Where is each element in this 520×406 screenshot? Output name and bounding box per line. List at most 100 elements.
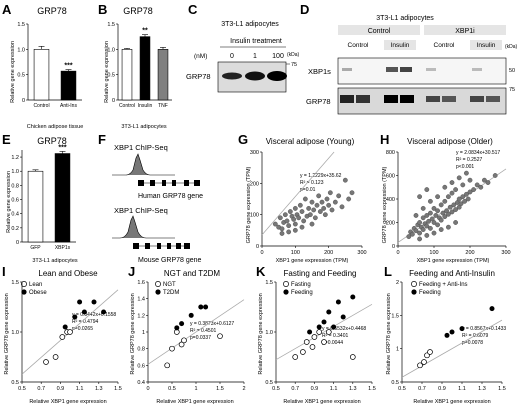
panel-letter-j: J — [128, 264, 135, 279]
panel-k-data-point — [331, 324, 337, 330]
panel-d-band-xbp1s-4 — [426, 68, 436, 71]
panel-l-legend-2: Feeding — [419, 290, 441, 296]
panel-g-x-tick-label: 200 — [324, 250, 333, 256]
panel-g-data-point — [311, 207, 317, 213]
panel-h-data-point — [485, 180, 491, 185]
panel-k-data-point — [321, 339, 327, 345]
panel-b-y-tick-label: 0 — [112, 98, 115, 104]
panel-h-p: p<0.001 — [456, 164, 474, 170]
panel-a-category-label: Control — [33, 103, 49, 109]
panel-i-eq: y = 0.8442x+0.1558 — [72, 312, 116, 318]
panel-j-x-tick-label: 2 — [242, 386, 245, 392]
panel-i-y-tick-label: 0.5 — [11, 380, 19, 386]
panel-d-band-grp78-3 — [384, 95, 398, 103]
panel-l-x-tick-label: 1.5 — [498, 386, 506, 392]
panel-letter-f: F — [98, 132, 106, 147]
panel-k-data-point — [311, 334, 318, 340]
panel-d-row2: GRP78 — [306, 97, 331, 106]
panel-h-data-point — [449, 209, 455, 215]
panel-l-data-point — [459, 326, 465, 332]
panel-j-data-point — [178, 341, 185, 348]
panel-d-sub3: Control — [434, 42, 456, 49]
panel-letter-k: K — [256, 264, 266, 279]
panel-l-x-tick-label: 0.9 — [438, 386, 446, 392]
panel-g-data-point — [299, 209, 305, 214]
panel-d-marker1: 50 — [509, 68, 515, 74]
panel-k-data-point — [307, 329, 313, 335]
panel-l-data-point — [449, 329, 455, 335]
panel-f-gene2: Mouse GRP78 gene — [138, 257, 202, 264]
panel-g-data-point — [292, 221, 298, 227]
panel-g-data-point — [286, 229, 292, 235]
panel-i-data-point — [52, 354, 59, 360]
panel-i-x-tick-label: 1.5 — [114, 386, 122, 392]
panel-i-p: p=0.0265 — [72, 326, 93, 332]
panel-k-data-point — [300, 349, 306, 355]
panel-i-xlabel: Relative XBP1 gene expression — [29, 399, 106, 405]
panel-h-data-point — [467, 177, 473, 183]
panel-h-data-point — [456, 196, 462, 202]
panel-a-y-tick-label: 0.5 — [17, 73, 25, 79]
panel-k-ylabel: Relative GRP78 gene expression — [258, 293, 264, 374]
panel-h-data-point — [431, 230, 437, 236]
panel-b-y-tick-label: 1.5 — [107, 22, 115, 28]
panel-d-row1: XBP1s — [308, 67, 331, 76]
panel-k-x-tick-label: 0.7 — [291, 386, 299, 392]
panel-k-r2: R² = 0.3401 — [322, 333, 348, 339]
panel-a-category-label: Anti-Ins — [60, 103, 77, 109]
panel-g-data-point — [306, 205, 312, 211]
panel-h-r2: R² = 0.2527 — [456, 157, 482, 163]
panel-h-data-point — [424, 233, 430, 238]
panel-l-title: Feeding and Anti-Insulin — [409, 269, 495, 278]
panel-letter-e: E — [2, 132, 11, 147]
panel-i-data-point — [77, 299, 83, 305]
panel-h-data-point — [435, 194, 440, 200]
panel-k-y-tick-label: 1.5 — [265, 280, 273, 286]
panel-letter-h: H — [380, 132, 389, 147]
panel-k-data-point — [325, 329, 332, 335]
panel-e-category-label: XBP1s — [55, 245, 71, 251]
panel-h-data-point — [420, 215, 426, 221]
panel-j-data-point — [174, 325, 180, 331]
panel-g-x-tick-label: 100 — [291, 250, 300, 256]
panel-j-x-tick-label: 0.5 — [168, 386, 176, 392]
panel-e-bar — [54, 153, 71, 243]
panel-i-title: Lean and Obese — [38, 269, 98, 278]
panel-f-gene1-exon3 — [162, 180, 166, 186]
panel-k-title: Fasting and Feeding — [284, 269, 357, 278]
panel-h-x-tick-label: 200 — [465, 250, 474, 256]
panel-g-data-point — [329, 207, 335, 213]
panel-g-x-tick-label: 0 — [260, 250, 263, 256]
panel-k-legend-1: Fasting — [291, 282, 311, 288]
panel-h-data-point — [427, 225, 433, 231]
panel-e-y-tick-label: 0.8 — [11, 183, 19, 189]
panel-g-data-point — [279, 226, 285, 232]
panel-h-data-point — [445, 211, 451, 217]
panel-d-sub2-bg — [384, 40, 416, 50]
panel-d-sub2: Insulin — [391, 42, 410, 49]
panel-letter-d: D — [300, 2, 309, 17]
panel-a-y-tick-label: 1.0 — [17, 47, 25, 53]
panel-k-data-point — [326, 309, 332, 315]
panel-d-band-grp78-2 — [356, 95, 370, 103]
panel-k-legend-filled-marker — [283, 289, 289, 295]
panel-f-gene2-exon6 — [184, 243, 190, 249]
panel-h-data-point — [447, 204, 453, 210]
panel-h-data-point — [413, 213, 419, 218]
panel-j-legend-2: T2DM — [163, 290, 179, 296]
panel-j-data-point — [203, 304, 209, 310]
panel-h-data-point — [471, 187, 476, 193]
panel-h-data-point — [442, 184, 448, 190]
panel-i-legend-1: Lean — [29, 282, 42, 288]
panel-j-data-point — [169, 345, 175, 352]
panel-h-data-point — [449, 190, 455, 196]
panel-h-data-point — [492, 173, 498, 178]
panel-k-x-tick-label: 0.5 — [272, 386, 280, 392]
panel-g-data-point — [301, 218, 307, 224]
panel-i-legend-filled-marker — [21, 289, 27, 295]
panel-d-header: 3T3-L1 adipocytes — [376, 15, 434, 22]
panel-l-legend-filled-marker — [411, 289, 417, 295]
panel-e-y-tick-label: 0.2 — [11, 226, 19, 232]
panel-d-group2-bar — [424, 25, 506, 35]
panel-e-y-tick-label: 0.4 — [11, 212, 19, 218]
